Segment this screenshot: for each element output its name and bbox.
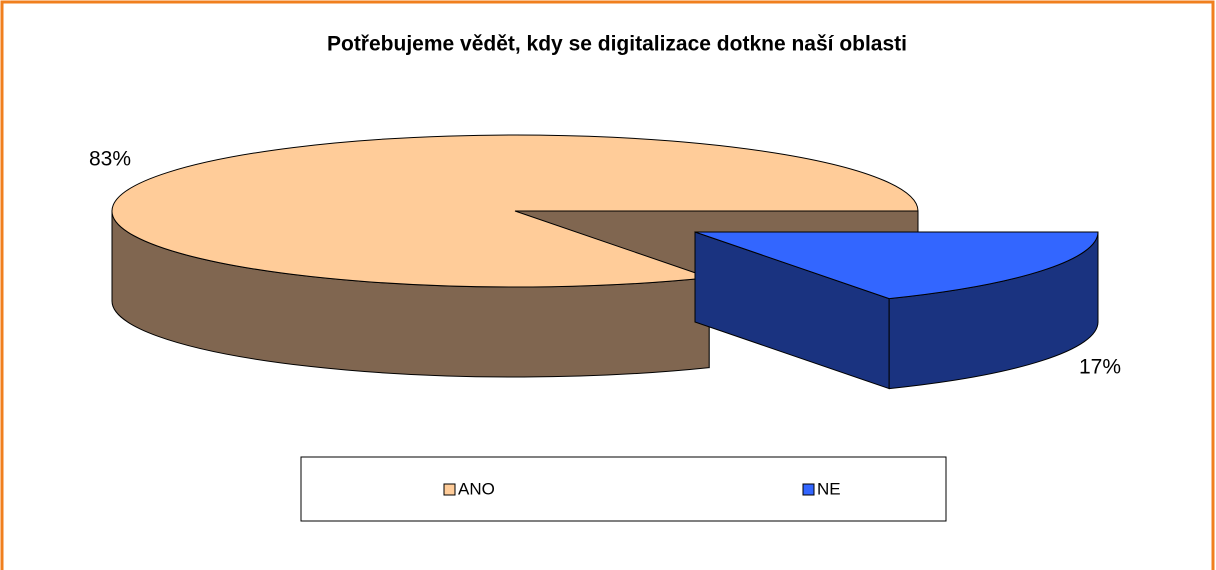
pie — [111, 134, 1099, 390]
pie-slice — [111, 134, 919, 288]
pie-slice — [694, 231, 1099, 300]
legend-label: NE — [817, 479, 841, 498]
data-label: 83% — [89, 148, 131, 171]
chart-title: Potřebujeme vědět, kdy se digitalizace d… — [327, 33, 907, 56]
legend-entries: ANO NE — [443, 479, 841, 498]
data-label: 17% — [1079, 356, 1121, 379]
legend-label: ANO — [458, 479, 495, 498]
legend-swatch — [443, 483, 456, 496]
legend-swatch — [802, 483, 815, 496]
legend — [300, 456, 947, 522]
